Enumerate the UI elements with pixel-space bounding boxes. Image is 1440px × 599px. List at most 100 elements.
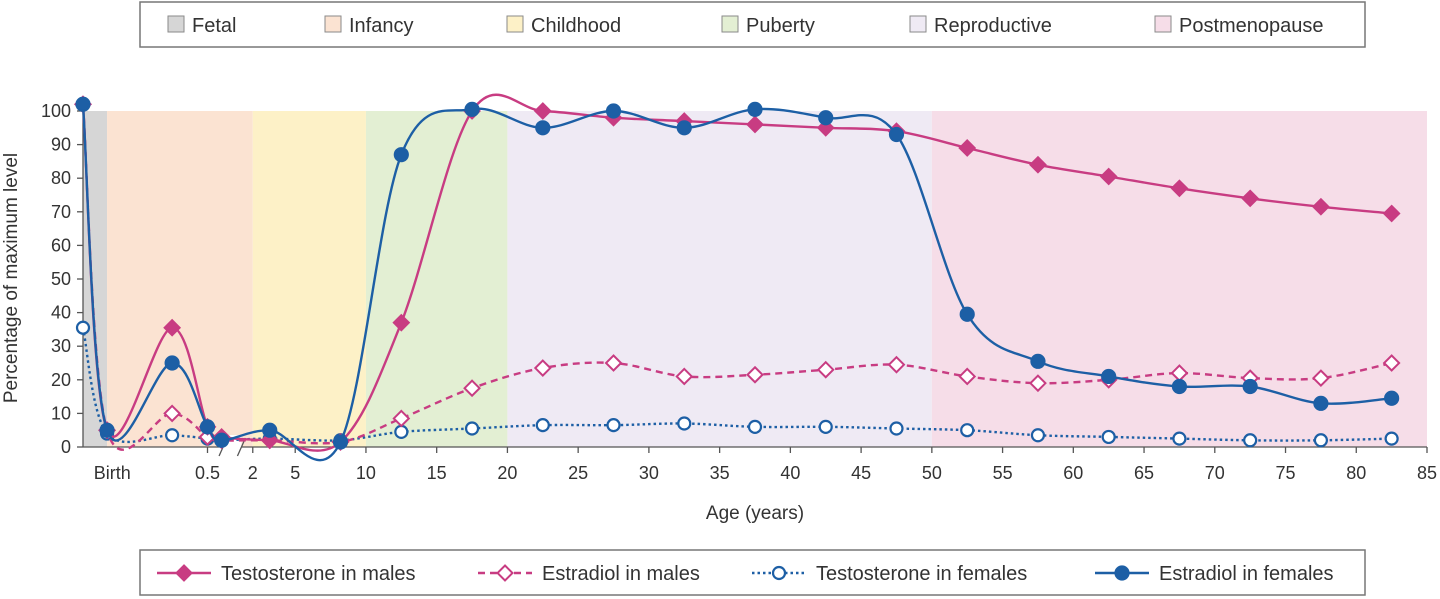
data-point-estradiol-in-females [75, 96, 91, 112]
legend-label-estradiol-in-males: Estradiol in males [542, 563, 700, 585]
data-point-testosterone-in-males [1241, 189, 1260, 208]
data-point-estradiol-in-males [1382, 354, 1401, 372]
data-point-testosterone-in-females [677, 416, 692, 431]
phase-swatch-puberty [721, 15, 739, 33]
data-point-estradiol-in-females [464, 101, 480, 117]
data-point-testosterone-in-females [165, 428, 180, 443]
data-point-estradiol-in-females [164, 355, 180, 371]
data-point-estradiol-in-females [332, 434, 349, 450]
x-tick-label: 20 [497, 463, 517, 483]
data-point-estradiol-in-females [888, 126, 905, 143]
x-tick-label: 85 [1417, 463, 1437, 483]
data-point-estradiol-in-females [1242, 378, 1258, 395]
y-tick-label: 90 [51, 135, 71, 155]
data-point-estradiol-in-females [1313, 395, 1329, 411]
y-axis: 0 10 20 30 40 50 60 70 80 90 100 [41, 101, 84, 457]
legend-marker-estradiol-in-females [1114, 565, 1130, 581]
data-point-testosterone-in-males [533, 102, 552, 120]
data-point-estradiol-in-females [199, 419, 216, 435]
data-point-estradiol-in-males [816, 360, 835, 379]
data-point-estradiol-in-males [1311, 369, 1330, 388]
phase-label-reproductive: Reproductive [934, 15, 1052, 37]
x-tick-label: Birth [94, 463, 131, 483]
phase-label-postmenopause: Postmenopause [1179, 15, 1324, 37]
data-point-testosterone-in-males [1099, 167, 1118, 186]
legend-marker-estradiol-in-males [496, 564, 514, 582]
data-point-testosterone-in-females [606, 418, 621, 433]
data-point-testosterone-in-males [1170, 179, 1189, 198]
data-point-testosterone-in-females [75, 320, 91, 335]
data-point-estradiol-in-males [1029, 374, 1047, 393]
phase-bands [83, 111, 1427, 447]
x-tick-label: 0.5 [195, 463, 220, 483]
phase-band-puberty [365, 111, 508, 447]
phase-band-postmenopause [931, 111, 1427, 447]
data-point-testosterone-in-males [746, 115, 764, 134]
phase-swatch-infancy [324, 15, 342, 33]
data-point-estradiol-in-males [533, 359, 552, 377]
data-point-testosterone-in-females [535, 418, 550, 433]
x-tick-label: 25 [568, 463, 588, 483]
series-group [74, 93, 1401, 462]
x-tick-label: 45 [851, 463, 871, 483]
x-tick-label: 75 [1276, 463, 1296, 483]
series-estradiol-in-females [75, 96, 1400, 462]
x-tick-label: 30 [639, 463, 659, 483]
data-point-estradiol-in-females [747, 101, 763, 117]
data-point-estradiol-in-females [1384, 390, 1400, 406]
phase-legend: Fetal Infancy Childhood Puberty Reproductive… [167, 15, 1324, 37]
phase-label-childhood: Childhood [531, 15, 621, 37]
x-tick-label: 40 [780, 463, 800, 483]
x-tick-label: 15 [427, 463, 447, 483]
phase-swatch-fetal [167, 15, 185, 33]
phase-swatch-postmenopause [1154, 15, 1172, 33]
data-point-estradiol-in-females [1101, 368, 1117, 385]
y-tick-label: 0 [61, 437, 71, 457]
data-point-testosterone-in-females [1030, 428, 1046, 443]
legend-label-testosterone-in-females: Testosterone in females [816, 563, 1027, 585]
legend-marker-testosterone-in-females [771, 565, 787, 581]
data-point-estradiol-in-females [1171, 378, 1188, 395]
data-point-estradiol-in-females [1030, 353, 1046, 369]
x-tick-label: 2 [248, 463, 258, 483]
x-tick-label: 35 [710, 463, 730, 483]
y-tick-label: 100 [41, 101, 71, 121]
y-tick-label: 50 [51, 269, 71, 289]
y-tick-label: 10 [51, 403, 71, 423]
data-point-estradiol-in-males [675, 367, 694, 386]
data-point-testosterone-in-females [747, 419, 763, 434]
data-point-testosterone-in-males [1311, 197, 1330, 216]
x-axis-title: Age (years) [706, 503, 804, 524]
data-point-testosterone-in-males [1382, 204, 1401, 223]
data-point-estradiol-in-males [958, 367, 977, 386]
data-point-testosterone-in-females [394, 424, 409, 439]
phase-label-infancy: Infancy [349, 15, 413, 37]
phase-band-childhood [252, 111, 366, 447]
data-point-testosterone-in-females [1101, 429, 1116, 445]
data-point-estradiol-in-females [393, 147, 409, 163]
legend-label-estradiol-in-females: Estradiol in females [1159, 563, 1334, 585]
data-point-testosterone-in-females [889, 421, 904, 436]
data-point-estradiol-in-females [99, 422, 115, 438]
y-tick-label: 20 [51, 370, 71, 390]
data-point-testosterone-in-females [818, 419, 833, 434]
data-point-estradiol-in-females [535, 120, 551, 136]
x-tick-label: 60 [1063, 463, 1083, 483]
legend-label-testosterone-in-males: Testosterone in males [221, 563, 416, 585]
phase-swatch-reproductive [909, 15, 927, 33]
y-tick-label: 60 [51, 235, 71, 255]
data-point-estradiol-in-females [818, 110, 834, 126]
x-tick-label: 55 [993, 463, 1013, 483]
x-tick-label: 80 [1346, 463, 1366, 483]
data-point-testosterone-in-females [960, 423, 975, 438]
x-tick-label: 50 [922, 463, 942, 483]
x-tick-label: 5 [290, 463, 300, 483]
data-point-testosterone-in-males [392, 313, 411, 332]
phase-label-puberty: Puberty [746, 15, 815, 37]
data-point-estradiol-in-males [746, 365, 764, 384]
y-tick-label: 30 [51, 336, 71, 356]
data-point-estradiol-in-females [676, 120, 692, 136]
y-tick-label: 70 [51, 202, 71, 222]
y-tick-label: 80 [51, 168, 71, 188]
